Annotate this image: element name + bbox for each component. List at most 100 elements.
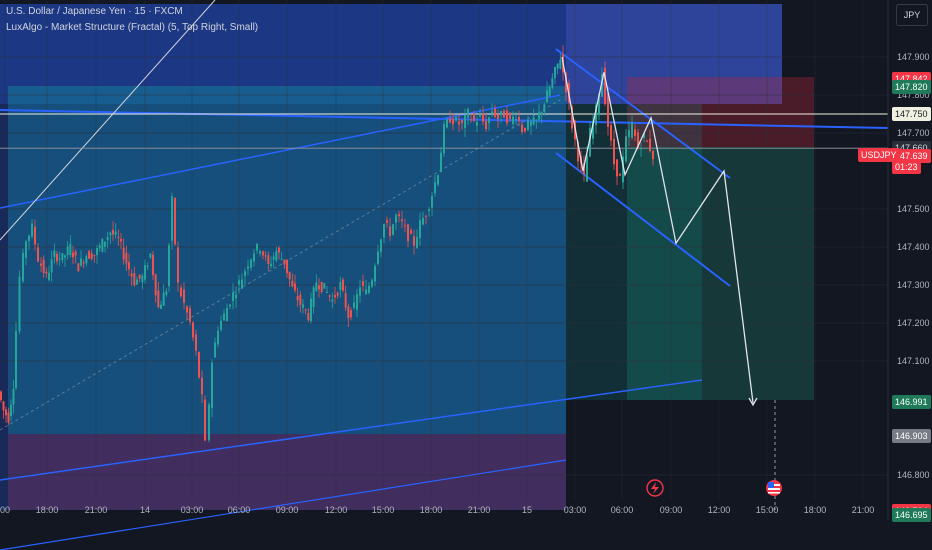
candle-body: [652, 150, 654, 160]
candle-body: [389, 226, 391, 236]
candle-body: [485, 120, 487, 130]
candle-body: [229, 304, 231, 307]
candle-body: [144, 265, 146, 280]
candle-body: [589, 128, 591, 157]
candle-body: [440, 152, 442, 173]
candle-body: [386, 220, 388, 223]
candle-body: [455, 116, 457, 121]
candle-body: [610, 124, 612, 141]
candle-body: [556, 63, 559, 69]
candle-body: [344, 293, 347, 308]
us-flag-icon[interactable]: [766, 480, 782, 496]
symbol-badge: USDJPY: [858, 148, 900, 162]
indicator-legend[interactable]: LuxAlgo - Market Structure (Fractal) (5,…: [6, 22, 259, 33]
candle-body: [152, 254, 154, 276]
candle-body: [467, 109, 469, 118]
candle-body: [365, 289, 367, 295]
candle-body: [104, 241, 106, 247]
candle-body: [171, 196, 173, 241]
candle-body: [318, 285, 320, 290]
candle-body: [449, 118, 451, 123]
candle-body: [434, 182, 436, 194]
candle-body: [174, 197, 176, 245]
candle-body: [220, 320, 222, 330]
candle-body: [96, 248, 98, 256]
candle-body: [204, 399, 206, 441]
candle-body: [296, 296, 299, 301]
y-tick-label: 146.800: [897, 470, 930, 480]
candle-body: [302, 304, 304, 308]
candle-body: [315, 282, 318, 292]
candle-body: [186, 306, 188, 313]
candle-body: [66, 246, 69, 256]
candle-body: [500, 110, 502, 116]
candle-body: [535, 119, 538, 121]
candle-body: [334, 295, 336, 298]
candle-body: [125, 252, 128, 264]
candle-body: [278, 247, 280, 253]
candle-body: [404, 225, 406, 227]
candle-body: [270, 263, 272, 267]
candle-body: [554, 67, 556, 79]
candle-body: [310, 298, 312, 322]
candle-body: [488, 117, 490, 124]
candle-body: [253, 253, 255, 262]
candle-body: [359, 287, 361, 296]
projection-path: [561, 56, 754, 403]
candle-body: [470, 119, 472, 121]
candle-body: [250, 259, 252, 268]
candle-body: [28, 235, 30, 242]
candle-body: [491, 111, 493, 113]
candle-body: [10, 404, 12, 417]
candle-body: [392, 224, 394, 235]
candle-body: [275, 250, 278, 261]
x-tick-label: 12:00: [708, 505, 731, 515]
candle-body: [628, 130, 630, 138]
teal-zone-right: [566, 104, 702, 400]
diagonal-white-line: [0, 0, 216, 241]
candle-body: [497, 114, 499, 119]
candle-body: [559, 59, 562, 69]
candle-body: [586, 155, 588, 182]
candle-body: [437, 175, 439, 185]
candle-body: [7, 412, 10, 423]
grid: [0, 56, 888, 476]
candle-body: [328, 295, 331, 297]
candle-body: [183, 289, 185, 303]
candle-body: [540, 112, 543, 116]
candle-body: [443, 124, 445, 154]
lightning-icon[interactable]: [646, 479, 664, 497]
candle-body: [538, 112, 540, 120]
candle-body: [312, 287, 315, 307]
candle-body: [45, 271, 48, 274]
candle-body: [241, 279, 243, 289]
candle-body: [117, 236, 120, 238]
y-tick-label: 147.800: [897, 90, 930, 100]
candle-body: [571, 106, 573, 129]
candle-body: [98, 245, 101, 249]
candle-body: [264, 255, 267, 257]
x-tick-label: 12:00: [325, 505, 348, 515]
x-tick-label: 15:00: [372, 505, 395, 515]
price-label-pill: 147.820: [892, 80, 931, 94]
candle-body: [114, 231, 117, 235]
currency-button[interactable]: JPY: [896, 4, 928, 26]
candle-body: [331, 299, 334, 302]
candle-body: [323, 283, 326, 289]
candle-body: [425, 215, 427, 217]
candle-body: [146, 265, 149, 267]
price-label-pill: 147.639: [892, 149, 931, 163]
candle-body: [40, 263, 42, 266]
candle-body: [226, 307, 228, 322]
candle-body: [380, 239, 382, 252]
candle-body: [551, 78, 554, 88]
candle-body: [160, 304, 162, 309]
x-tick-label: 03:00: [181, 505, 204, 515]
candle-body: [267, 255, 270, 265]
candle-body: [291, 280, 294, 287]
candle-body: [93, 254, 96, 256]
candle-body: [0, 391, 2, 401]
candle-body: [595, 104, 597, 126]
candle-body: [80, 258, 82, 266]
